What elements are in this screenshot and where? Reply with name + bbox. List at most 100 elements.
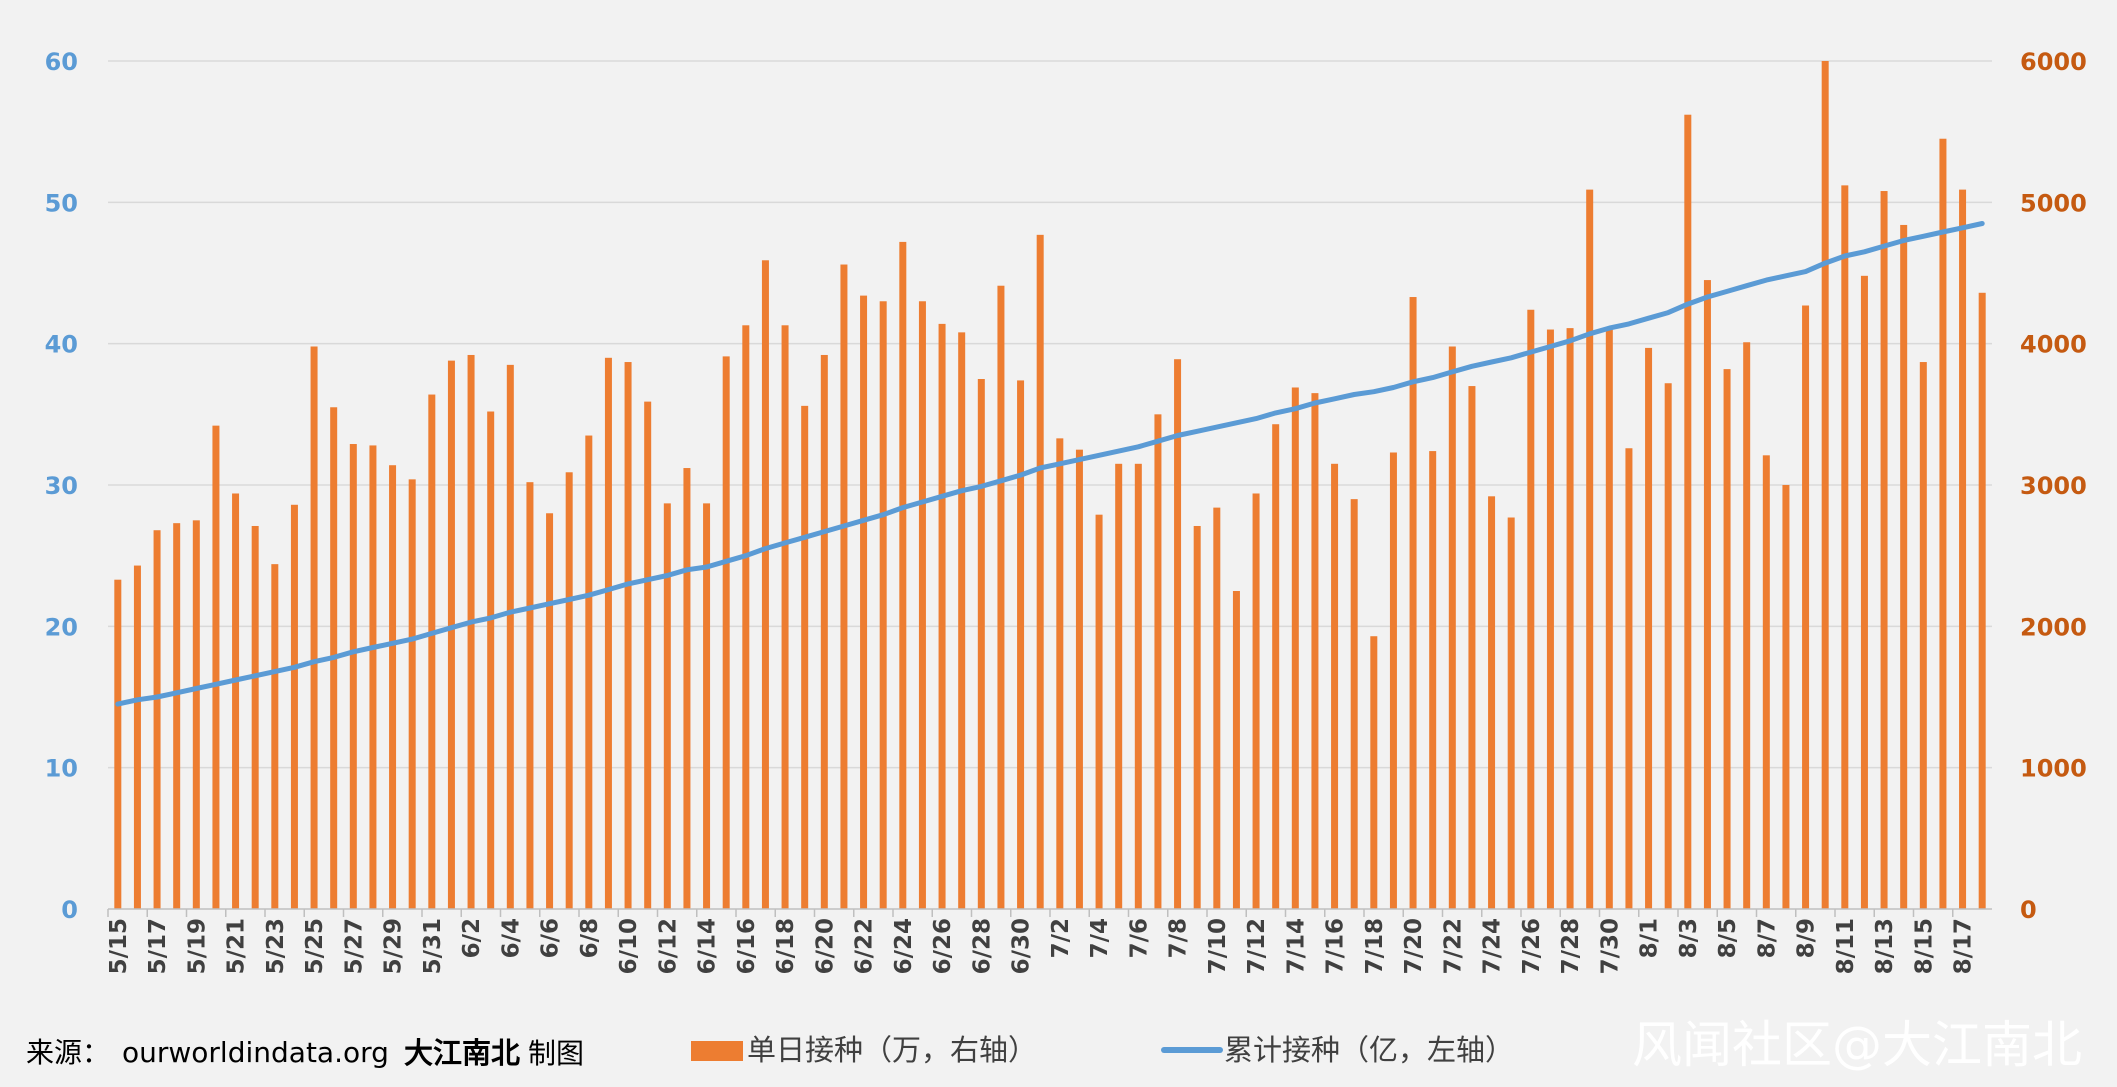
bar (153, 530, 161, 909)
x-tick-label: 7/10 (1205, 918, 1231, 974)
x-tick-label: 5/31 (420, 918, 446, 974)
x-tick-label: 5/27 (341, 918, 367, 974)
x-tick-label: 8/5 (1715, 918, 1741, 958)
bar (1389, 452, 1397, 909)
bar (1782, 485, 1790, 909)
x-tick-label: 6/8 (577, 918, 603, 958)
bar (408, 479, 416, 909)
x-tick-label: 6/26 (930, 918, 956, 974)
bar (251, 525, 259, 909)
bar (487, 411, 495, 909)
line-series (115, 221, 1985, 707)
bar (958, 332, 966, 909)
bar (212, 425, 220, 909)
x-axis: 5/15 5/17 5/19 5/21 5/23 5/25 5/27 5/29 5/31 6/2 6… (106, 908, 1992, 974)
x-tick-label: 7/24 (1480, 918, 1506, 974)
bar (938, 323, 946, 909)
x-tick-label: 8/7 (1754, 918, 1780, 958)
x-tick-label: 5/21 (224, 918, 250, 974)
left-axis: 0 10 20 30 40 50 60 (45, 48, 78, 924)
source-prefix: 来源： (26, 1036, 110, 1069)
bar (1252, 493, 1260, 909)
right-tick-label: 5000 (2020, 189, 2087, 217)
bar (369, 445, 377, 909)
bar (1331, 463, 1339, 909)
x-tick-label: 7/18 (1362, 918, 1388, 974)
x-tick-label: 6/2 (459, 918, 485, 958)
x-tick-label: 8/13 (1872, 918, 1898, 974)
x-tick-label: 7/2 (1048, 918, 1074, 958)
bar (192, 520, 200, 909)
right-tick-label: 3000 (2020, 472, 2087, 500)
bar (1625, 448, 1633, 909)
left-tick-label: 30 (45, 472, 78, 500)
x-tick-label: 7/28 (1558, 918, 1584, 974)
bar (467, 354, 475, 909)
bar (1350, 499, 1358, 909)
bar (1939, 138, 1947, 909)
right-tick-label: 1000 (2020, 755, 2087, 783)
bar (1645, 347, 1653, 909)
bar (585, 435, 593, 909)
x-tick-label: 7/8 (1166, 918, 1192, 958)
x-tick-label: 5/23 (263, 918, 289, 974)
bar (1586, 189, 1594, 909)
bar (1802, 305, 1810, 909)
bar (1075, 449, 1083, 909)
bar (1488, 496, 1496, 909)
bar-series (114, 61, 1986, 910)
bar (1743, 342, 1751, 910)
x-tick-label: 8/15 (1911, 918, 1937, 974)
bar (447, 360, 455, 909)
bar (1919, 362, 1927, 909)
bar (1429, 451, 1437, 909)
bar (644, 401, 652, 909)
x-tick-label: 6/4 (498, 918, 524, 958)
bar (1605, 328, 1613, 909)
left-tick-label: 60 (45, 48, 78, 76)
x-tick-label: 6/10 (616, 918, 642, 974)
bar (624, 362, 632, 909)
source-site: ourworldindata.org (122, 1036, 389, 1069)
cumulative-line (115, 221, 1985, 707)
bar (1174, 359, 1182, 909)
bar (703, 503, 711, 909)
bar (565, 472, 573, 909)
bar (546, 513, 554, 909)
bar (173, 523, 181, 909)
author-name: 大江南北 (404, 1036, 520, 1070)
bar (1762, 455, 1770, 909)
bar (683, 468, 691, 909)
x-tick-label: 6/12 (655, 918, 681, 974)
x-tick-label: 8/1 (1637, 918, 1663, 958)
x-tick-label: 7/30 (1597, 918, 1623, 974)
bar (1036, 234, 1044, 910)
x-tick-label: 6/28 (969, 918, 995, 974)
bar (1370, 636, 1378, 909)
bar (1232, 591, 1240, 909)
bar (1291, 387, 1299, 910)
left-tick-label: 20 (45, 613, 78, 641)
x-tick-label: 7/4 (1087, 918, 1113, 958)
bar (232, 493, 240, 909)
bar (506, 364, 514, 909)
x-tick-label: 7/6 (1126, 918, 1152, 958)
right-axis: 0 1000 2000 3000 4000 5000 6000 (2020, 48, 2087, 924)
x-tick-label: 8/17 (1951, 918, 1977, 974)
legend-bar-label: 单日接种（万，右轴） (747, 1033, 1037, 1067)
author-suffix: 制图 (528, 1037, 584, 1070)
bar (1900, 224, 1908, 910)
bar (1860, 275, 1868, 909)
x-tick-label: 5/15 (106, 918, 132, 974)
x-tick-label: 5/25 (302, 918, 328, 974)
bar (1017, 380, 1025, 909)
x-tick-label: 8/11 (1833, 918, 1859, 974)
right-tick-label: 0 (2020, 896, 2037, 924)
bar (1684, 114, 1692, 909)
bar (1723, 369, 1731, 909)
legend-bar-swatch (691, 1041, 743, 1061)
bar (879, 301, 887, 909)
bar (663, 503, 671, 909)
watermark-text: 风闻社区@大江南北 (1632, 1016, 2082, 1074)
